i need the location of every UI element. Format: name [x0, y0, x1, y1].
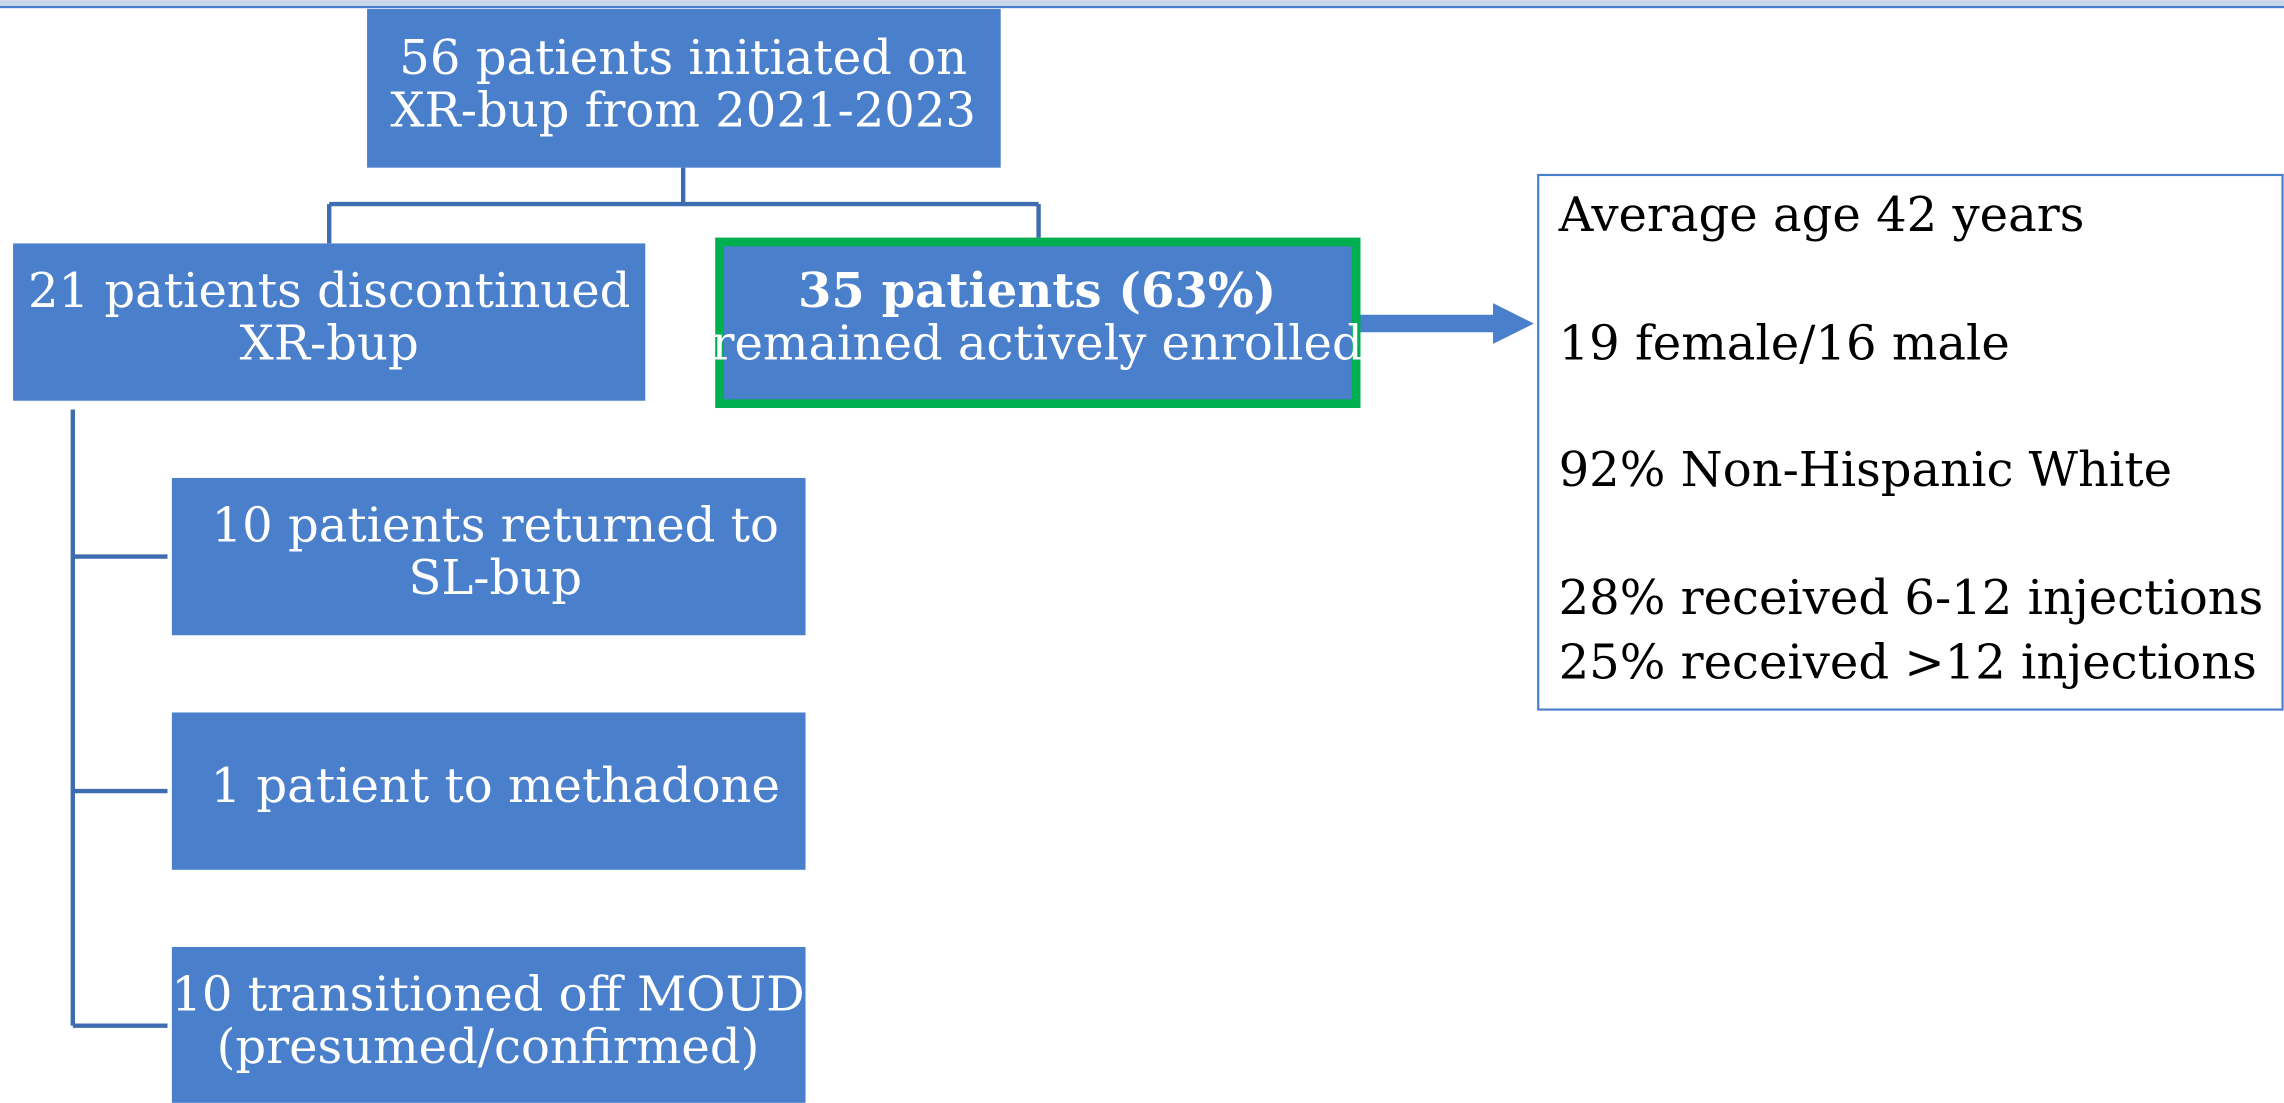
- node-text: XR-bup: [240, 315, 419, 371]
- node-box: [171, 946, 806, 1103]
- node-box-highlight: [715, 237, 1361, 409]
- node-text: 56 patients initiated on: [399, 30, 967, 86]
- node-box: [367, 8, 1001, 168]
- top-band: [0, 0, 2284, 6]
- node-text: 10 transitioned off MOUD: [171, 966, 804, 1022]
- node-text: (presumed/confirmed): [217, 1019, 760, 1075]
- info-box: [1537, 173, 2284, 711]
- connectors: [70, 167, 1041, 1028]
- arrow: [1360, 303, 1534, 344]
- info-text: 28% received 6-12 injections: [1559, 570, 2264, 626]
- node-text: 10 patients returned to: [212, 497, 779, 553]
- node-text: 35 patients (63%): [798, 263, 1276, 319]
- node-text: remained actively enrolled: [712, 315, 1363, 371]
- info-text: 92% Non-Hispanic White: [1559, 442, 2172, 498]
- node-box: [13, 243, 646, 401]
- node-text: XR-bup from 2021-2023: [390, 82, 976, 138]
- info-text: 19 female/16 male: [1559, 315, 2010, 371]
- node-box: [171, 712, 806, 870]
- node-box: [171, 477, 806, 636]
- node-text: 1 patient to methadone: [211, 758, 780, 814]
- node-text: SL-bup: [408, 550, 582, 606]
- top-rule: [0, 5, 2284, 9]
- info-text: Average age 42 years: [1558, 187, 2085, 243]
- info-text: 25% received >12 injections: [1559, 634, 2257, 690]
- node-text: 21 patients discontinued: [28, 263, 630, 319]
